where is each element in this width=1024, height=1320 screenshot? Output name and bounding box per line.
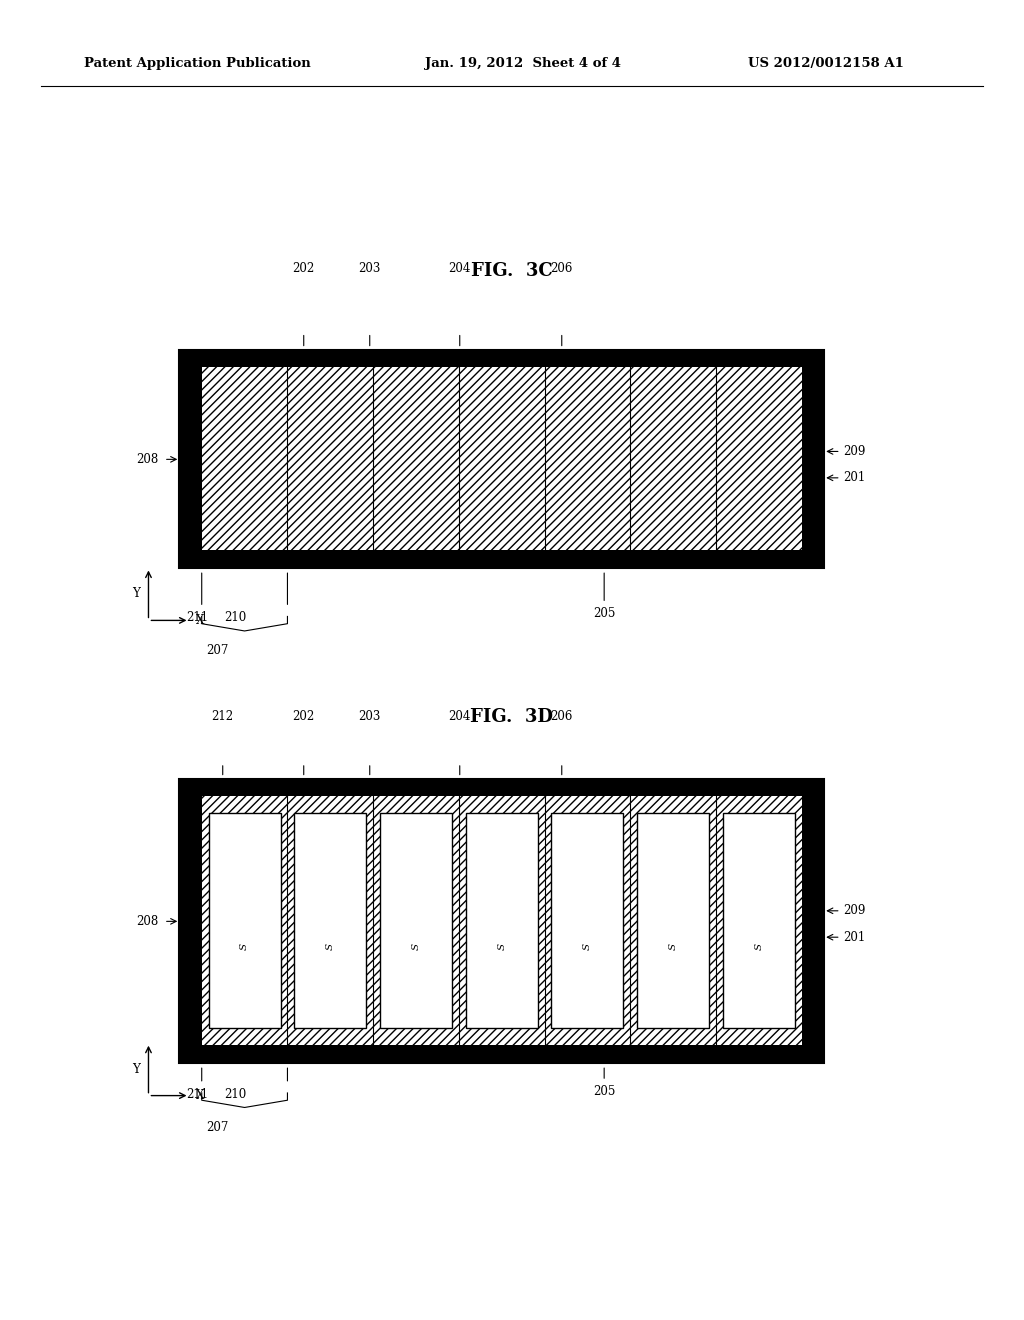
Text: 211: 211 (186, 1088, 209, 1101)
Text: 201: 201 (843, 931, 865, 944)
Text: X: X (196, 1089, 204, 1102)
Bar (380, 813, 452, 1028)
Bar (179, 779, 202, 1063)
Bar (179, 350, 824, 568)
Bar (802, 350, 824, 568)
Text: 207: 207 (206, 1121, 228, 1134)
Text: S: S (240, 942, 249, 950)
Text: 204: 204 (449, 261, 471, 275)
Text: 210: 210 (224, 1088, 247, 1101)
Text: 211: 211 (186, 611, 209, 624)
Text: 208: 208 (136, 915, 159, 928)
Text: 203: 203 (358, 261, 381, 275)
Text: 209: 209 (843, 445, 865, 458)
Text: Y: Y (132, 1063, 140, 1076)
Text: S: S (755, 942, 764, 950)
Text: 205: 205 (593, 607, 615, 620)
Text: S: S (498, 942, 506, 950)
Text: FIG.  3C: FIG. 3C (471, 261, 553, 280)
Bar (179, 550, 824, 568)
Text: 212: 212 (212, 710, 233, 723)
Bar (466, 813, 538, 1028)
Text: FIG.  3D: FIG. 3D (470, 708, 554, 726)
Bar (209, 813, 281, 1028)
Bar (552, 813, 624, 1028)
Text: X: X (196, 614, 204, 627)
Text: 209: 209 (843, 904, 865, 917)
Bar (294, 813, 367, 1028)
Text: 205: 205 (593, 1085, 615, 1098)
Text: 202: 202 (293, 710, 314, 723)
Text: S: S (326, 942, 335, 950)
Text: S: S (583, 942, 592, 950)
Text: 208: 208 (136, 453, 159, 466)
Bar (179, 779, 824, 796)
Text: 203: 203 (358, 710, 381, 723)
Text: Y: Y (132, 587, 140, 601)
Bar (802, 779, 824, 1063)
Bar (179, 1045, 824, 1063)
Bar (179, 350, 202, 568)
Text: 210: 210 (224, 611, 247, 624)
Text: S: S (412, 942, 421, 950)
Bar (637, 813, 710, 1028)
Text: US 2012/0012158 A1: US 2012/0012158 A1 (748, 57, 903, 70)
Text: 201: 201 (843, 471, 865, 484)
Text: 204: 204 (449, 710, 471, 723)
Bar (723, 813, 795, 1028)
Bar (179, 779, 824, 1063)
Text: 206: 206 (551, 261, 573, 275)
Text: 207: 207 (206, 644, 228, 657)
Text: 202: 202 (293, 261, 314, 275)
Text: Patent Application Publication: Patent Application Publication (84, 57, 310, 70)
Bar (179, 350, 824, 367)
Text: 206: 206 (551, 710, 573, 723)
Text: S: S (669, 942, 678, 950)
Text: Jan. 19, 2012  Sheet 4 of 4: Jan. 19, 2012 Sheet 4 of 4 (425, 57, 621, 70)
